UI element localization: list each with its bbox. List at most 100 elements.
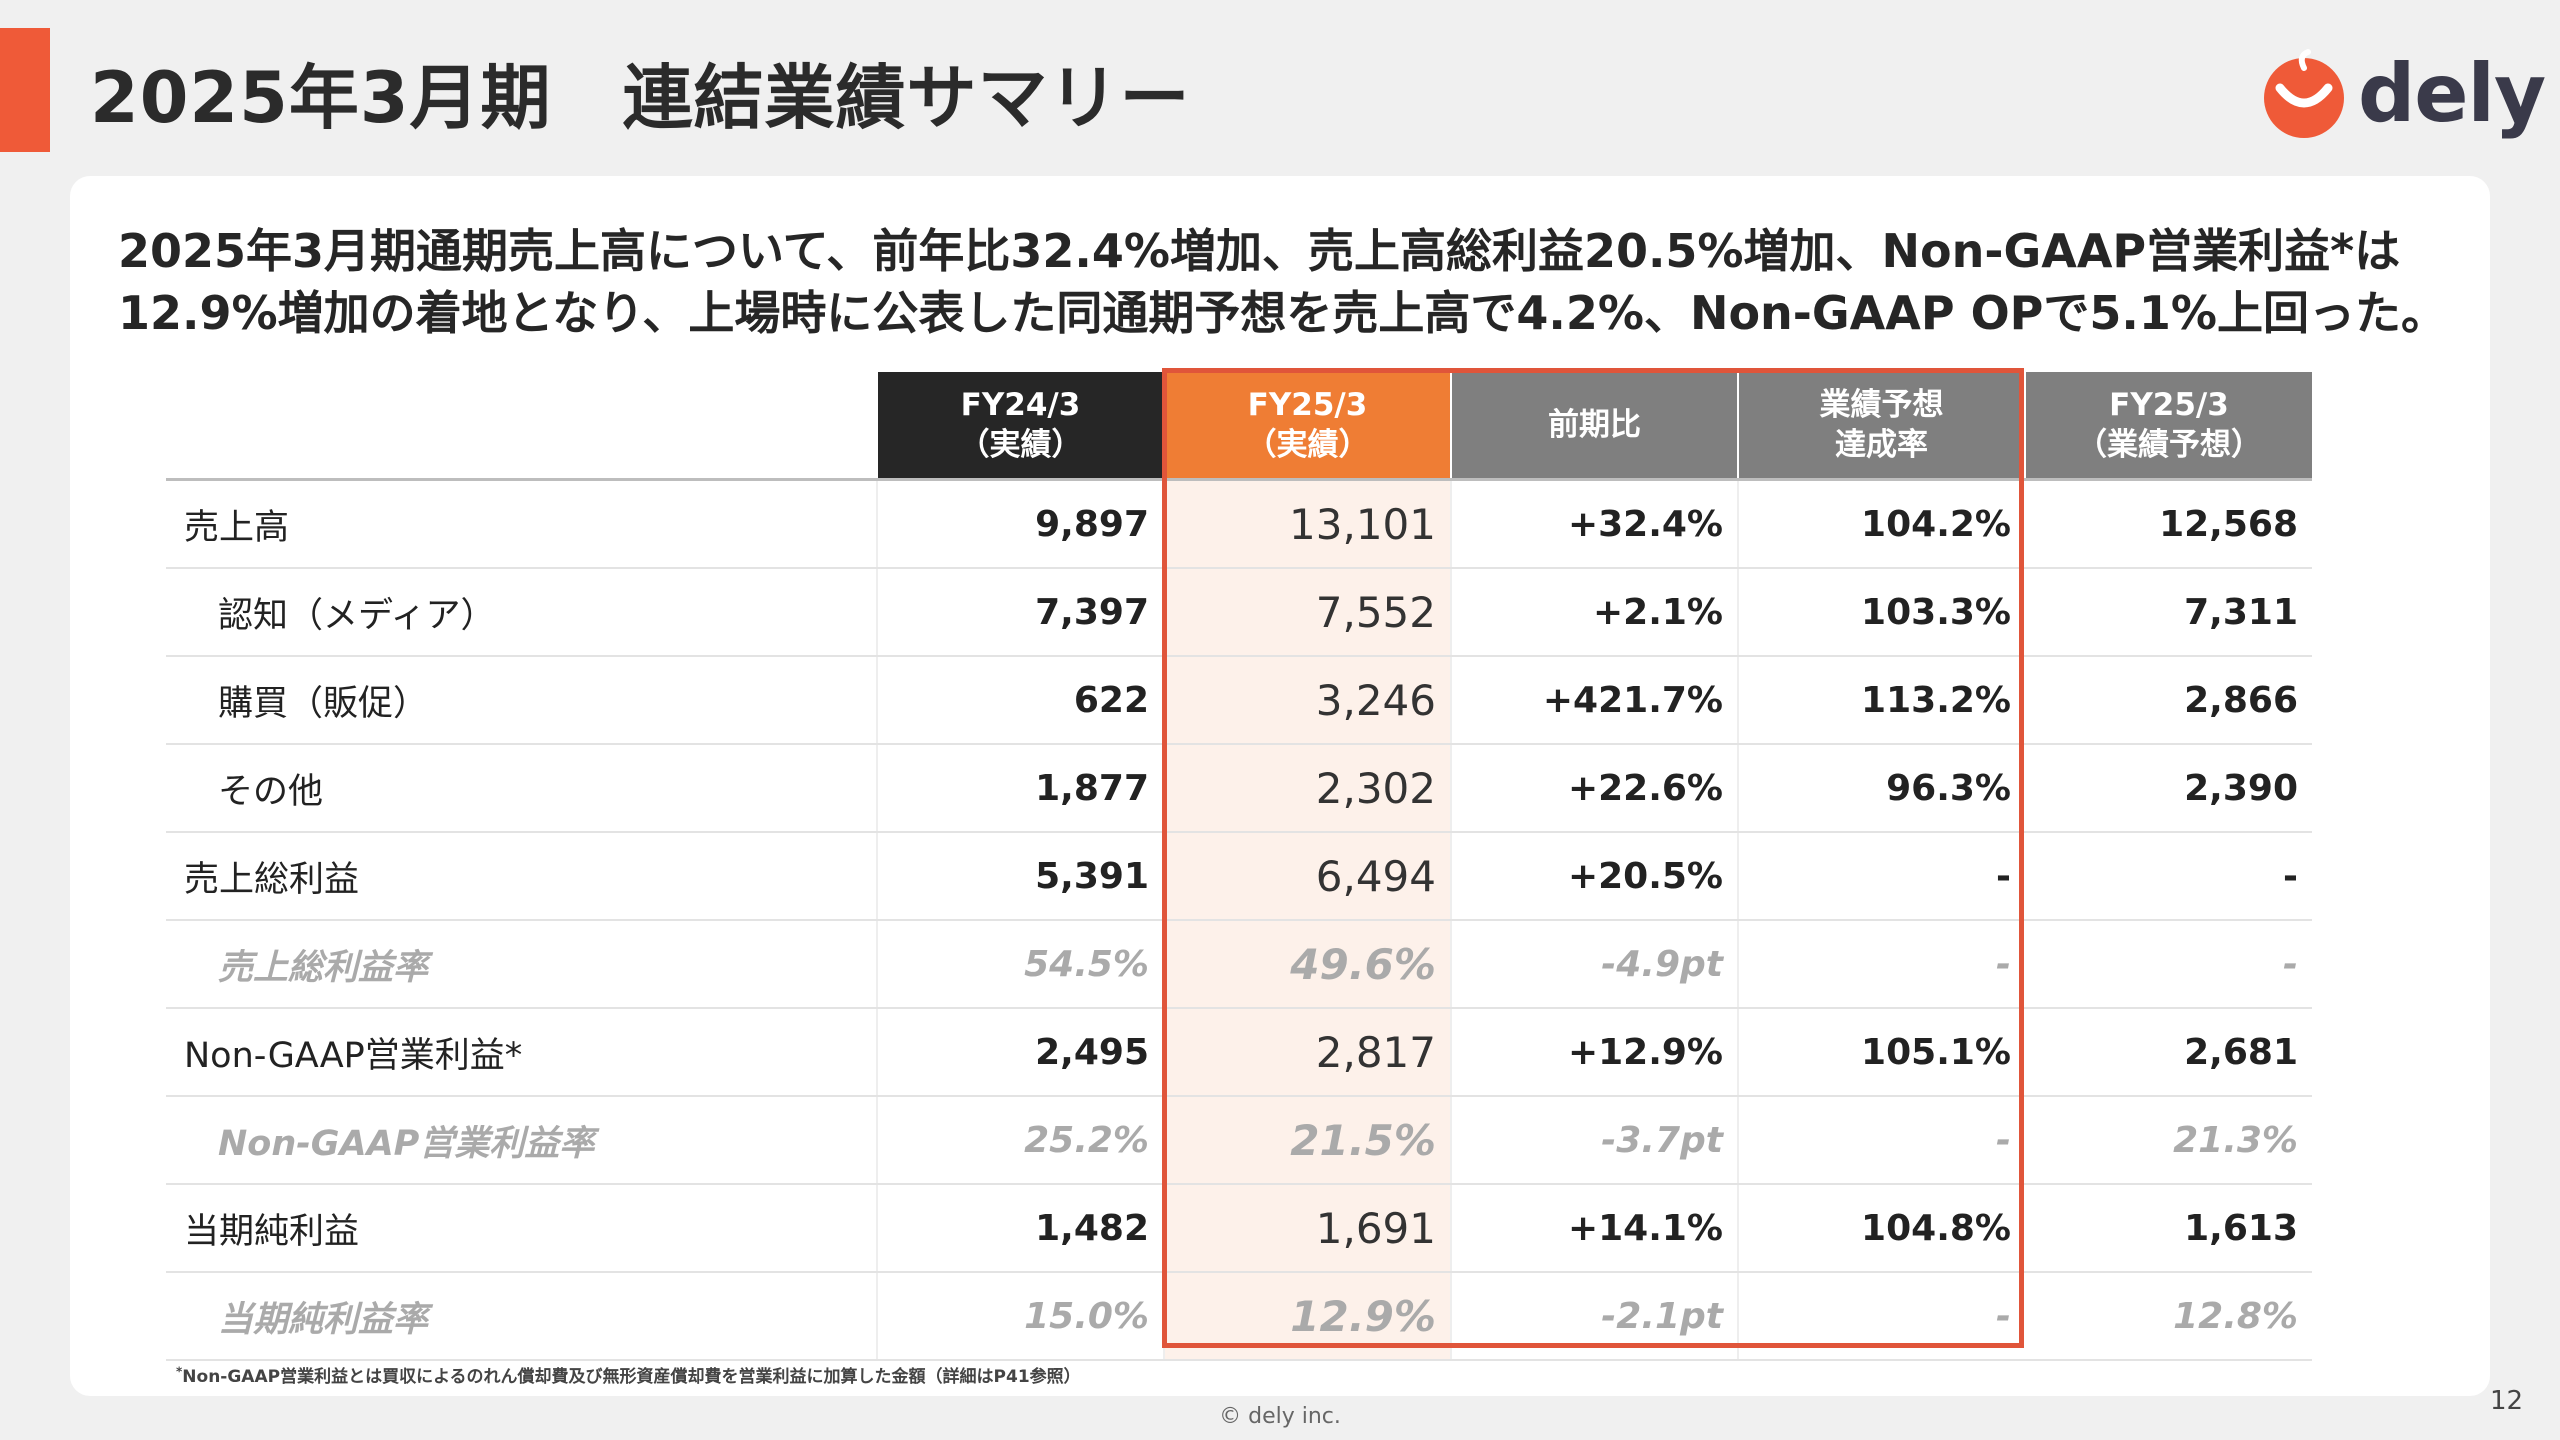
cell-forecast: 1,613 [2025, 1184, 2312, 1273]
cell-prev: 5,391 [876, 832, 1164, 921]
cell-cur: 12.9% [1163, 1272, 1451, 1361]
column-header-yoy: 前期比 [1450, 372, 1738, 480]
cell-prev: 7,397 [876, 568, 1164, 657]
cell-yoy: +14.1% [1450, 1184, 1738, 1273]
lead-summary: 2025年3月期通期売上高について、前年比32.4%増加、売上高総利益20.5%… [118, 220, 2498, 344]
page-title: 2025年3月期 連結業績サマリー [90, 57, 1191, 139]
cell-forecast: 2,390 [2025, 744, 2312, 833]
column-header-line2: （業績予想） [2076, 427, 2262, 463]
cell-yoy: +12.9% [1450, 1008, 1738, 1097]
cell-yoy: -2.1pt [1450, 1272, 1738, 1361]
cell-yoy: +22.6% [1450, 744, 1738, 833]
cell-forecast: 12.8% [2025, 1272, 2312, 1361]
row-label: 売上高 [166, 479, 877, 569]
cell-cur: 1,691 [1163, 1184, 1451, 1273]
row-label: Non-GAAP営業利益率 [166, 1096, 877, 1185]
row-label: 売上総利益 [166, 832, 877, 921]
table-row-net-margin: 当期純利益率 15.0% 12.9% -2.1pt - 12.8% [166, 1272, 2312, 1361]
cell-prev: 9,897 [876, 479, 1164, 569]
row-label: 当期純利益 [166, 1184, 877, 1273]
column-header-current-actual: FY25/3 （実績） [1163, 372, 1451, 480]
cell-cur: 6,494 [1163, 832, 1451, 921]
cell-achievement: - [1737, 1272, 2025, 1361]
cell-cur: 3,246 [1163, 656, 1451, 745]
column-header-line1: FY24/3 [960, 387, 1081, 423]
table-row-other: その他 1,877 2,302 +22.6% 96.3% 2,390 [166, 744, 2312, 833]
table-row-awareness-media: 認知（メディア） 7,397 7,552 +2.1% 103.3% 7,311 [166, 568, 2312, 657]
cell-forecast: - [2025, 920, 2312, 1009]
cell-cur: 13,101 [1163, 479, 1451, 569]
copyright: © dely inc. [1219, 1404, 1341, 1429]
cell-prev: 54.5% [876, 920, 1164, 1009]
cell-achievement: 104.2% [1737, 479, 2025, 569]
cell-prev: 15.0% [876, 1272, 1164, 1361]
cell-yoy: -3.7pt [1450, 1096, 1738, 1185]
footnote-text: Non-GAAP営業利益とは買収によるのれん償却費及び無形資産償却費を営業利益に… [182, 1367, 1081, 1387]
cell-forecast: 2,866 [2025, 656, 2312, 745]
cell-yoy: +2.1% [1450, 568, 1738, 657]
cell-forecast: - [2025, 832, 2312, 921]
cell-cur: 49.6% [1163, 920, 1451, 1009]
cell-achievement: - [1737, 920, 2025, 1009]
cell-forecast: 2,681 [2025, 1008, 2312, 1097]
dely-logo-icon [2264, 49, 2344, 138]
row-label: 当期純利益率 [166, 1272, 877, 1361]
cell-prev: 2,495 [876, 1008, 1164, 1097]
column-header-line2: 達成率 [1835, 427, 1928, 463]
column-header-forecast: FY25/3 （業績予想） [2024, 372, 2312, 480]
column-header-achievement: 業績予想 達成率 [1737, 372, 2025, 480]
table-row-net-income: 当期純利益 1,482 1,691 +14.1% 104.8% 1,613 [166, 1184, 2312, 1273]
row-label: Non-GAAP営業利益* [166, 1008, 877, 1097]
logo-text: dely [2358, 47, 2546, 140]
table-row-non-gaap-op: Non-GAAP営業利益* 2,495 2,817 +12.9% 105.1% … [166, 1008, 2312, 1097]
unit-label: （百万円） [166, 372, 877, 480]
cell-achievement: - [1737, 832, 2025, 921]
column-header-line2: （実績） [958, 427, 1083, 463]
table-row-purchase-promotion: 購買（販促） 622 3,246 +421.7% 113.2% 2,866 [166, 656, 2312, 745]
table-row-gross-margin: 売上総利益率 54.5% 49.6% -4.9pt - - [166, 920, 2312, 1009]
cell-forecast: 12,568 [2025, 479, 2312, 569]
footnote-mark: * [176, 1364, 183, 1379]
row-label: 購買（販促） [166, 656, 877, 745]
lead-line-2: 12.9%増加の着地となり、上場時に公表した同通期予想を売上高で4.2%、Non… [118, 286, 2447, 340]
row-label: その他 [166, 744, 877, 833]
dely-logo: dely [2258, 47, 2546, 140]
row-label: 売上総利益率 [166, 920, 877, 1009]
cell-yoy: -4.9pt [1450, 920, 1738, 1009]
footnote: *Non-GAAP営業利益とは買収によるのれん償却費及び無形資産償却費を営業利益… [176, 1362, 1081, 1387]
cell-achievement: 96.3% [1737, 744, 2025, 833]
column-header-line1: 前期比 [1548, 407, 1641, 443]
cell-yoy: +32.4% [1450, 479, 1738, 569]
cell-forecast: 7,311 [2025, 568, 2312, 657]
cell-forecast: 21.3% [2025, 1096, 2312, 1185]
cell-prev: 1,482 [876, 1184, 1164, 1273]
cell-achievement: 113.2% [1737, 656, 2025, 745]
title-accent-bar [0, 28, 50, 152]
cell-cur: 2,302 [1163, 744, 1451, 833]
column-header-line1: FY25/3 [2109, 387, 2229, 423]
cell-achievement: - [1737, 1096, 2025, 1185]
column-header-line1: FY25/3 [1247, 387, 1368, 423]
cell-achievement: 103.3% [1737, 568, 2025, 657]
cell-yoy: +20.5% [1450, 832, 1738, 921]
row-label: 認知（メディア） [166, 568, 877, 657]
page-number: 12 [2490, 1386, 2524, 1416]
cell-prev: 622 [876, 656, 1164, 745]
table-row-non-gaap-op-margin: Non-GAAP営業利益率 25.2% 21.5% -3.7pt - 21.3% [166, 1096, 2312, 1185]
cell-cur: 2,817 [1163, 1008, 1451, 1097]
table-row-revenue: 売上高 9,897 13,101 +32.4% 104.2% 12,568 [166, 479, 2312, 569]
cell-prev: 1,877 [876, 744, 1164, 833]
column-header-prev-actual: FY24/3 （実績） [876, 372, 1164, 480]
cell-achievement: 105.1% [1737, 1008, 2025, 1097]
cell-cur: 21.5% [1163, 1096, 1451, 1185]
table-header-row: （百万円） FY24/3 （実績） FY25/3 （実績） 前期比 業績予想 達… [166, 372, 2312, 480]
table-row-gross-profit: 売上総利益 5,391 6,494 +20.5% - - [166, 832, 2312, 921]
cell-cur: 7,552 [1163, 568, 1451, 657]
column-header-line1: 業績予想 [1819, 387, 1944, 423]
results-table: （百万円） FY24/3 （実績） FY25/3 （実績） 前期比 業績予想 達… [166, 372, 2312, 1361]
lead-line-1: 2025年3月期通期売上高について、前年比32.4%増加、売上高総利益20.5%… [118, 224, 2401, 278]
column-header-line2: （実績） [1245, 427, 1370, 463]
cell-yoy: +421.7% [1450, 656, 1738, 745]
cell-prev: 25.2% [876, 1096, 1164, 1185]
cell-achievement: 104.8% [1737, 1184, 2025, 1273]
